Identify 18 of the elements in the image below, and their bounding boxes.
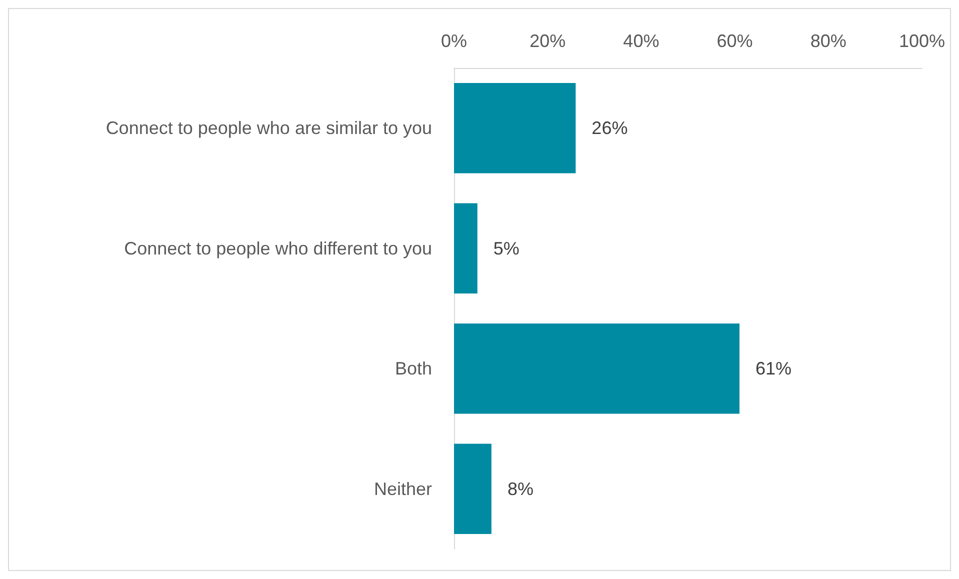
x-tick-label: 40%: [623, 31, 660, 51]
x-tick-label: 60%: [716, 31, 753, 51]
bar: [454, 324, 740, 414]
data-label: 8%: [507, 478, 534, 499]
data-label: 61%: [755, 358, 792, 379]
y-tick-label: Connect to people who different to you: [124, 238, 432, 258]
bar: [454, 444, 492, 534]
bar: [454, 83, 576, 174]
x-tick-label: 0%: [440, 31, 468, 51]
x-tick-label: 20%: [530, 31, 566, 51]
x-tick-label: 80%: [810, 31, 846, 51]
bar: [454, 203, 478, 294]
y-tick-label: Connect to people who are similar to you: [106, 118, 432, 138]
data-label: 26%: [592, 118, 628, 138]
data-label: 5%: [493, 238, 520, 258]
y-tick-label: Neither: [374, 478, 432, 499]
x-tick-label: 100%: [898, 31, 946, 51]
y-tick-label: Both: [394, 358, 432, 379]
